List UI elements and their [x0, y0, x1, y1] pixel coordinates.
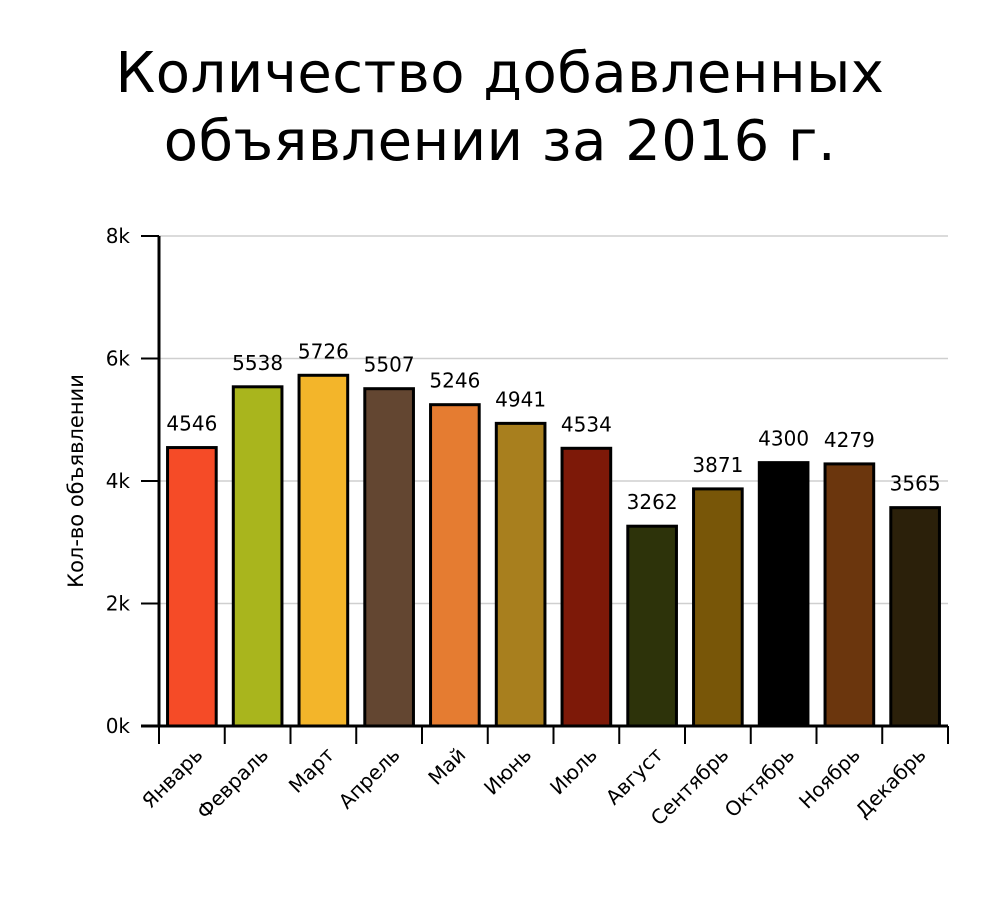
chart-title: Количество добавленных объявлении за 201…: [0, 40, 1000, 176]
y-tick-label: 8k: [106, 224, 131, 248]
gridlines: [159, 235, 948, 605]
bar-Июнь: [494, 421, 547, 728]
bar-Июль: [560, 446, 613, 728]
bar-Январь: [166, 446, 218, 728]
bar-Март: [297, 373, 350, 728]
bar-Август: [626, 524, 678, 728]
x-tick-label: Август: [601, 742, 668, 809]
y-axis-label: Кол-во объявлении: [64, 374, 88, 588]
chart-title-line-1: Количество добавленных: [115, 41, 885, 106]
bar-Декабрь: [889, 506, 941, 728]
x-tick-label: Март: [284, 742, 339, 797]
x-tick-label: Декабрь: [851, 743, 931, 823]
value-label: 3565: [890, 472, 941, 496]
value-label: 4300: [758, 427, 809, 451]
bar-Май: [429, 403, 481, 728]
x-tick-label: Октябрь: [720, 743, 799, 822]
x-tick-label: Июнь: [479, 743, 536, 800]
value-label: 4941: [495, 387, 546, 411]
bar-Февраль: [231, 385, 284, 728]
y-tick-label: 2k: [106, 592, 131, 616]
chart-title-line-2: объявлении за 2016 г.: [163, 109, 837, 174]
value-label: 4546: [166, 412, 217, 436]
y-tick-label: 4k: [106, 469, 131, 493]
value-label: 4279: [824, 428, 875, 452]
bar-Сентябрь: [692, 487, 744, 728]
x-tick-label: Июль: [545, 743, 602, 800]
bar-Октябрь: [757, 461, 810, 728]
bar-Ноябрь: [823, 462, 876, 728]
y-tick-label: 0k: [106, 714, 131, 738]
value-label: 3262: [627, 490, 678, 514]
bar-Апрель: [363, 387, 415, 728]
axes: [141, 235, 949, 744]
value-label: 4534: [561, 412, 612, 436]
x-tick-label: Февраль: [192, 743, 273, 824]
x-tick-label: Апрель: [334, 743, 405, 814]
value-label: 3871: [692, 453, 743, 477]
value-label: 5246: [429, 369, 480, 393]
value-label: 5538: [232, 351, 283, 375]
value-label: 5726: [298, 339, 349, 363]
x-tick-label: Май: [423, 743, 470, 790]
y-tick-label: 6k: [106, 347, 131, 371]
value-label: 5507: [364, 353, 415, 377]
